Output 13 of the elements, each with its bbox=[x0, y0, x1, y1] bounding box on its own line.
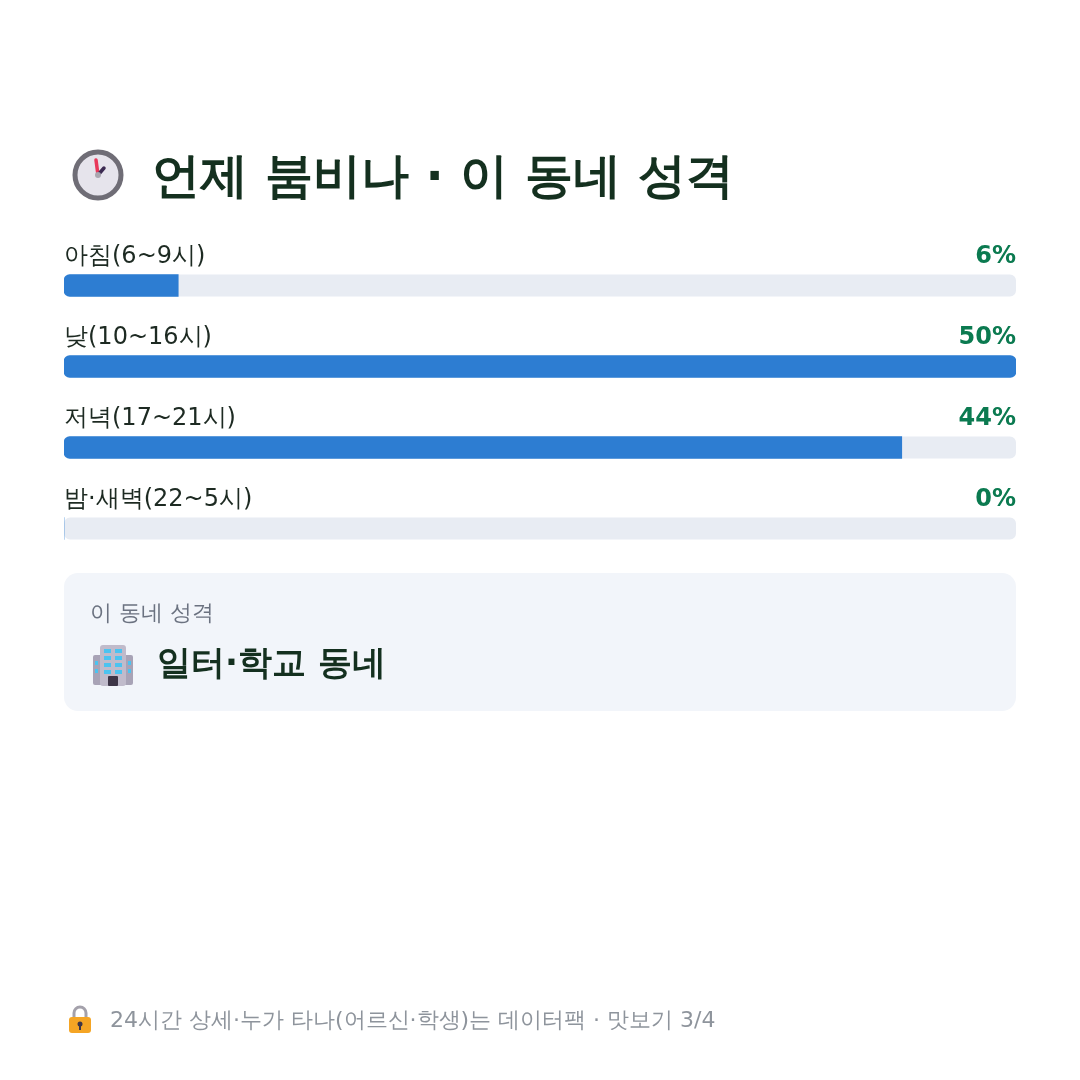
data-label: 6% bbox=[975, 240, 1016, 269]
text: 이 동네 성격 bbox=[90, 599, 214, 627]
y-tick-label: 아침(6~9시) bbox=[64, 240, 206, 269]
bar bbox=[64, 274, 179, 297]
chart-title: 언제 붐비나 · 이 동네 성격 bbox=[152, 146, 734, 204]
y-tick-label: 낮(10~16시) bbox=[64, 321, 212, 350]
data-label: 50% bbox=[958, 321, 1016, 350]
data-label: 44% bbox=[958, 402, 1016, 431]
data-label: 0% bbox=[975, 483, 1016, 512]
text: 24시간 상세·누가 타나(어르신·학생)는 데이터팩 · 맛보기 3/4 bbox=[110, 1006, 716, 1034]
text: 일터·학교 동네 bbox=[157, 641, 386, 684]
y-tick-label: 밤·새벽(22~5시) bbox=[64, 483, 253, 512]
y-tick-label: 저녁(17~21시) bbox=[64, 402, 236, 431]
